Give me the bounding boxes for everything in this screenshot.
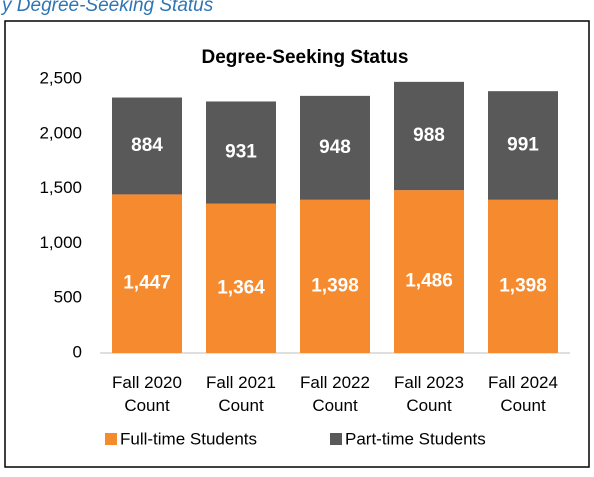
x-tick-label: Fall 2022 Count (300, 373, 370, 415)
bar-segment (394, 190, 464, 353)
legend-swatch (330, 433, 342, 445)
x-tick-label: Fall 2021 Count (206, 373, 276, 415)
caption: y Degree-Seeking Status (0, 0, 214, 16)
data-label: 991 (507, 134, 539, 155)
bar-segment (488, 91, 558, 200)
bar-segment (488, 199, 558, 353)
y-tick-label: 1,000 (39, 233, 82, 252)
data-label: 1,447 (123, 273, 171, 294)
bar-segment (300, 95, 370, 200)
y-tick-label: 0 (73, 342, 82, 361)
legend-swatch (105, 433, 117, 445)
data-label: 948 (319, 137, 351, 158)
data-label: 1,486 (405, 271, 453, 292)
legend-label: Part-time Students (345, 429, 486, 448)
data-label: 1,364 (217, 277, 265, 298)
bar-segment (206, 203, 276, 353)
legend-label: Full-time Students (120, 429, 257, 448)
x-tick-label: Fall 2023 Count (394, 373, 464, 415)
data-label: 1,398 (499, 275, 547, 296)
bar-segment (112, 97, 182, 195)
bar-segment (206, 101, 276, 204)
chart-title: Degree-Seeking Status (202, 47, 409, 68)
x-tick-label: Fall 2024 Count (488, 373, 558, 415)
y-tick-label: 2,500 (39, 68, 82, 87)
y-tick-label: 2,000 (39, 123, 82, 142)
bar-segment (112, 194, 182, 353)
y-tick-label: 1,500 (39, 178, 82, 197)
data-label: 884 (131, 135, 163, 156)
data-label: 988 (413, 125, 445, 146)
bar-segment (300, 199, 370, 353)
y-tick-label: 500 (54, 288, 82, 307)
data-label: 1,398 (311, 275, 359, 296)
data-label: 931 (225, 142, 257, 163)
bar-segment (394, 81, 464, 191)
x-tick-label: Fall 2020 Count (112, 373, 182, 415)
